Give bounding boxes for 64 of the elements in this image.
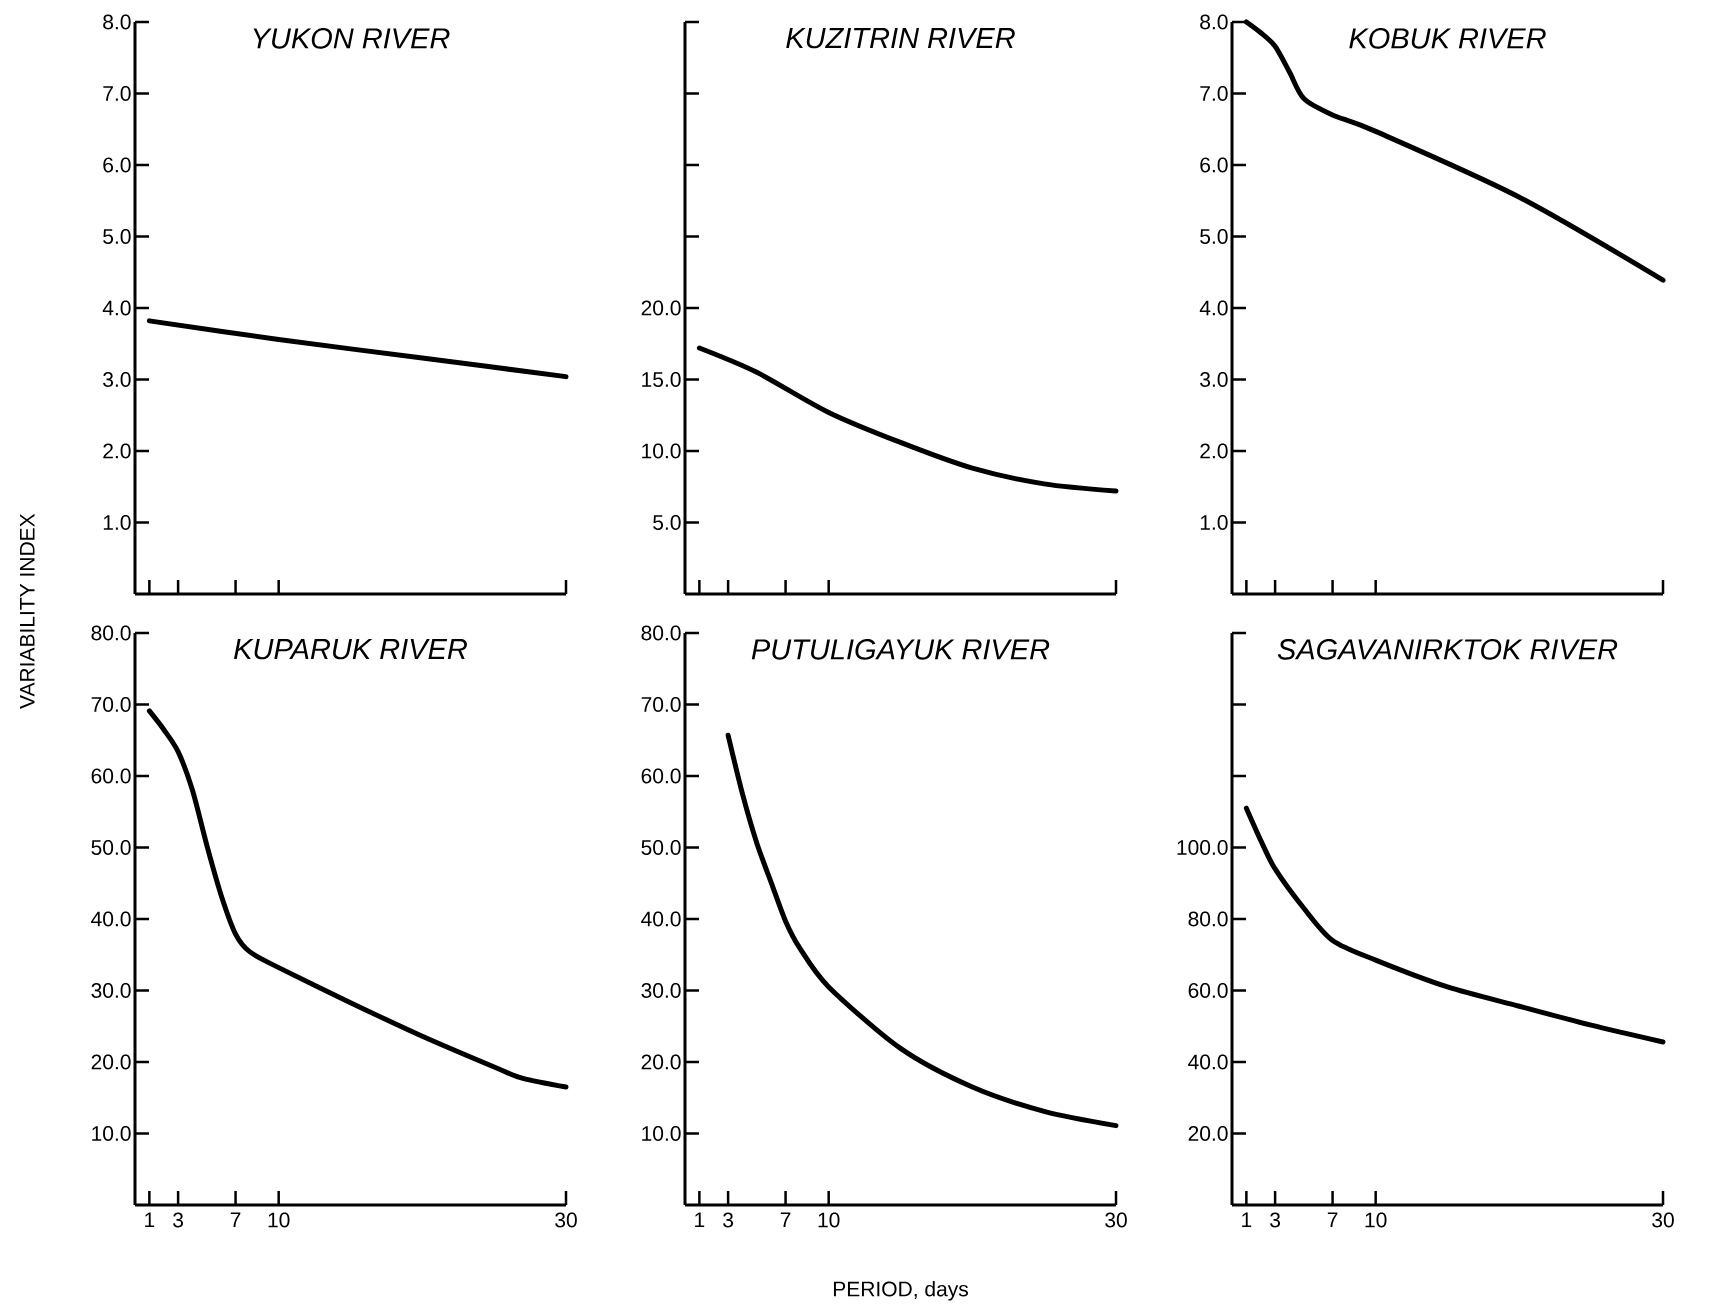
y-tick-label: 20.0: [641, 300, 681, 316]
x-tick-label: 7: [1327, 1212, 1338, 1227]
y-tick-label: 40.0: [91, 911, 131, 927]
y-tick-label: 60.0: [641, 768, 681, 784]
y-tick-label: 3.0: [103, 372, 131, 387]
y-tick-label: 4.0: [1199, 300, 1228, 316]
y-tick-label: 3.0: [1200, 372, 1228, 387]
y-tick-label: 10.0: [92, 1126, 131, 1141]
x-tick-label: 3: [1270, 1212, 1281, 1228]
y-tick-label: 4.0: [102, 300, 131, 316]
x-tick-label: 10: [1365, 1212, 1387, 1228]
y-tick-label: 1.0: [103, 515, 131, 530]
chart-title: KUPARUK RIVER: [234, 639, 467, 660]
y-tick-label: 20.0: [1188, 1126, 1228, 1141]
x-tick-label: 1: [1242, 1212, 1252, 1227]
x-tick-label: 10: [268, 1212, 290, 1228]
x-tick-label: 10: [818, 1212, 840, 1228]
y-tick-label: 8.0: [1200, 14, 1228, 30]
y-tick-label: 30.0: [91, 983, 131, 998]
y-tick-label: 10.0: [642, 443, 681, 459]
chart-title: KOBUK RIVER: [1349, 28, 1546, 49]
chart-title: YUKON RIVER: [253, 28, 450, 49]
y-tick-label: 15.0: [642, 372, 681, 387]
x-tick-label: 30: [1652, 1212, 1674, 1228]
y-tick-label: 70.0: [641, 697, 681, 712]
y-tick-label: 6.0: [1200, 157, 1228, 173]
x-tick-label: 1: [695, 1212, 705, 1227]
y-tick-label: 8.0: [103, 14, 131, 30]
y-tick-label: 5.0: [103, 229, 131, 244]
x-tick-label: 30: [1105, 1212, 1127, 1228]
y-tick-label: 60.0: [91, 768, 131, 784]
x-tick-label: 7: [780, 1212, 791, 1227]
y-tick-label: 1.0: [1200, 515, 1228, 530]
chart-title: PUTULIGAYUK RIVER: [751, 639, 1050, 660]
y-tick-label: 7.0: [103, 86, 131, 101]
y-tick-label: 70.0: [91, 697, 131, 712]
y-tick-label: 5.0: [1200, 229, 1228, 244]
y-tick-label: 80.0: [641, 625, 681, 641]
chart-title: KUZITRIN RIVER: [786, 28, 1015, 49]
y-tick-label: 2.0: [1200, 443, 1228, 459]
y-tick-label: 40.0: [641, 911, 681, 927]
y-tick-label: 2.0: [103, 443, 131, 459]
y-tick-label: 100.0: [1177, 840, 1228, 855]
y-tick-label: 60.0: [1188, 983, 1228, 998]
x-tick-label: 3: [173, 1212, 184, 1228]
x-axis-title: PERIOD, days: [833, 1281, 968, 1301]
y-tick-label: 80.0: [91, 625, 131, 641]
x-tick-label: 3: [723, 1212, 734, 1228]
y-tick-label: 6.0: [103, 157, 131, 173]
y-tick-label: 20.0: [641, 1054, 681, 1070]
y-tick-label: 50.0: [641, 840, 681, 855]
y-tick-label: 5.0: [653, 515, 681, 530]
y-tick-label: 30.0: [641, 983, 681, 998]
x-tick-label: 7: [230, 1212, 241, 1227]
y-axis-title: VARIABILITY INDEX: [20, 513, 35, 709]
y-tick-label: 80.0: [1188, 911, 1228, 927]
y-tick-label: 20.0: [91, 1054, 131, 1070]
chart-title: SAGAVANIRKTOK RIVER: [1277, 639, 1618, 660]
y-tick-label: 40.0: [1188, 1054, 1228, 1070]
x-tick-label: 30: [555, 1212, 577, 1228]
y-tick-label: 7.0: [1200, 86, 1228, 101]
y-tick-label: 10.0: [642, 1126, 681, 1141]
x-tick-label: 1: [145, 1212, 155, 1227]
y-tick-label: 50.0: [91, 840, 131, 855]
